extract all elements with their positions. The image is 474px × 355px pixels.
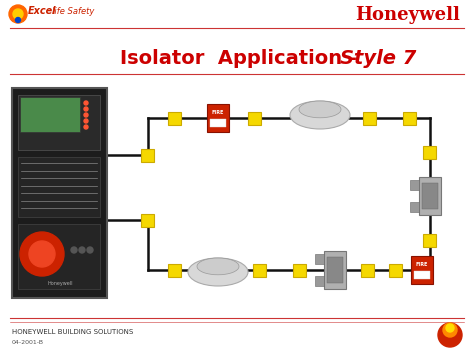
Circle shape [446, 324, 454, 332]
FancyBboxPatch shape [168, 111, 182, 125]
FancyBboxPatch shape [18, 157, 100, 217]
FancyBboxPatch shape [364, 111, 376, 125]
Circle shape [84, 107, 88, 111]
FancyBboxPatch shape [248, 111, 262, 125]
Ellipse shape [299, 101, 341, 118]
FancyBboxPatch shape [142, 213, 155, 226]
Text: 04-2001-B: 04-2001-B [12, 340, 44, 345]
FancyBboxPatch shape [12, 88, 107, 298]
FancyBboxPatch shape [18, 95, 100, 150]
FancyBboxPatch shape [324, 251, 346, 289]
FancyBboxPatch shape [315, 277, 324, 286]
FancyBboxPatch shape [18, 224, 100, 289]
Circle shape [84, 119, 88, 123]
Text: Excel: Excel [28, 6, 56, 16]
FancyBboxPatch shape [419, 177, 441, 215]
Text: Style 7: Style 7 [340, 49, 416, 67]
FancyBboxPatch shape [403, 111, 417, 125]
FancyBboxPatch shape [315, 253, 324, 264]
FancyBboxPatch shape [20, 97, 80, 132]
FancyBboxPatch shape [423, 146, 437, 158]
FancyBboxPatch shape [410, 180, 419, 190]
Circle shape [13, 9, 23, 19]
Circle shape [87, 247, 93, 253]
Text: Isolator  Application -: Isolator Application - [120, 49, 364, 67]
FancyBboxPatch shape [328, 257, 343, 283]
Text: Honeywell: Honeywell [47, 280, 73, 285]
FancyBboxPatch shape [411, 256, 433, 284]
FancyBboxPatch shape [210, 119, 226, 127]
Circle shape [443, 323, 457, 337]
FancyBboxPatch shape [207, 104, 229, 132]
Text: HONEYWELL BUILDING SOLUTIONS: HONEYWELL BUILDING SOLUTIONS [12, 329, 133, 335]
Ellipse shape [188, 258, 248, 286]
FancyBboxPatch shape [168, 263, 182, 277]
Ellipse shape [290, 101, 350, 129]
FancyBboxPatch shape [414, 271, 430, 279]
FancyBboxPatch shape [410, 202, 419, 212]
Circle shape [29, 241, 55, 267]
FancyBboxPatch shape [422, 183, 438, 209]
Text: life Safety: life Safety [52, 6, 94, 16]
Circle shape [20, 232, 64, 276]
FancyBboxPatch shape [423, 234, 437, 246]
Ellipse shape [197, 258, 239, 275]
Circle shape [84, 101, 88, 105]
Circle shape [16, 17, 20, 22]
FancyBboxPatch shape [142, 148, 155, 162]
FancyBboxPatch shape [293, 263, 307, 277]
Circle shape [9, 5, 27, 23]
FancyBboxPatch shape [390, 263, 402, 277]
Text: FIRE: FIRE [212, 110, 224, 115]
Circle shape [84, 113, 88, 117]
Text: FIRE: FIRE [416, 262, 428, 268]
Circle shape [84, 125, 88, 129]
Circle shape [71, 247, 77, 253]
Circle shape [79, 247, 85, 253]
FancyBboxPatch shape [254, 263, 266, 277]
FancyBboxPatch shape [362, 263, 374, 277]
Circle shape [438, 323, 462, 347]
Text: Honeywell: Honeywell [355, 6, 460, 24]
